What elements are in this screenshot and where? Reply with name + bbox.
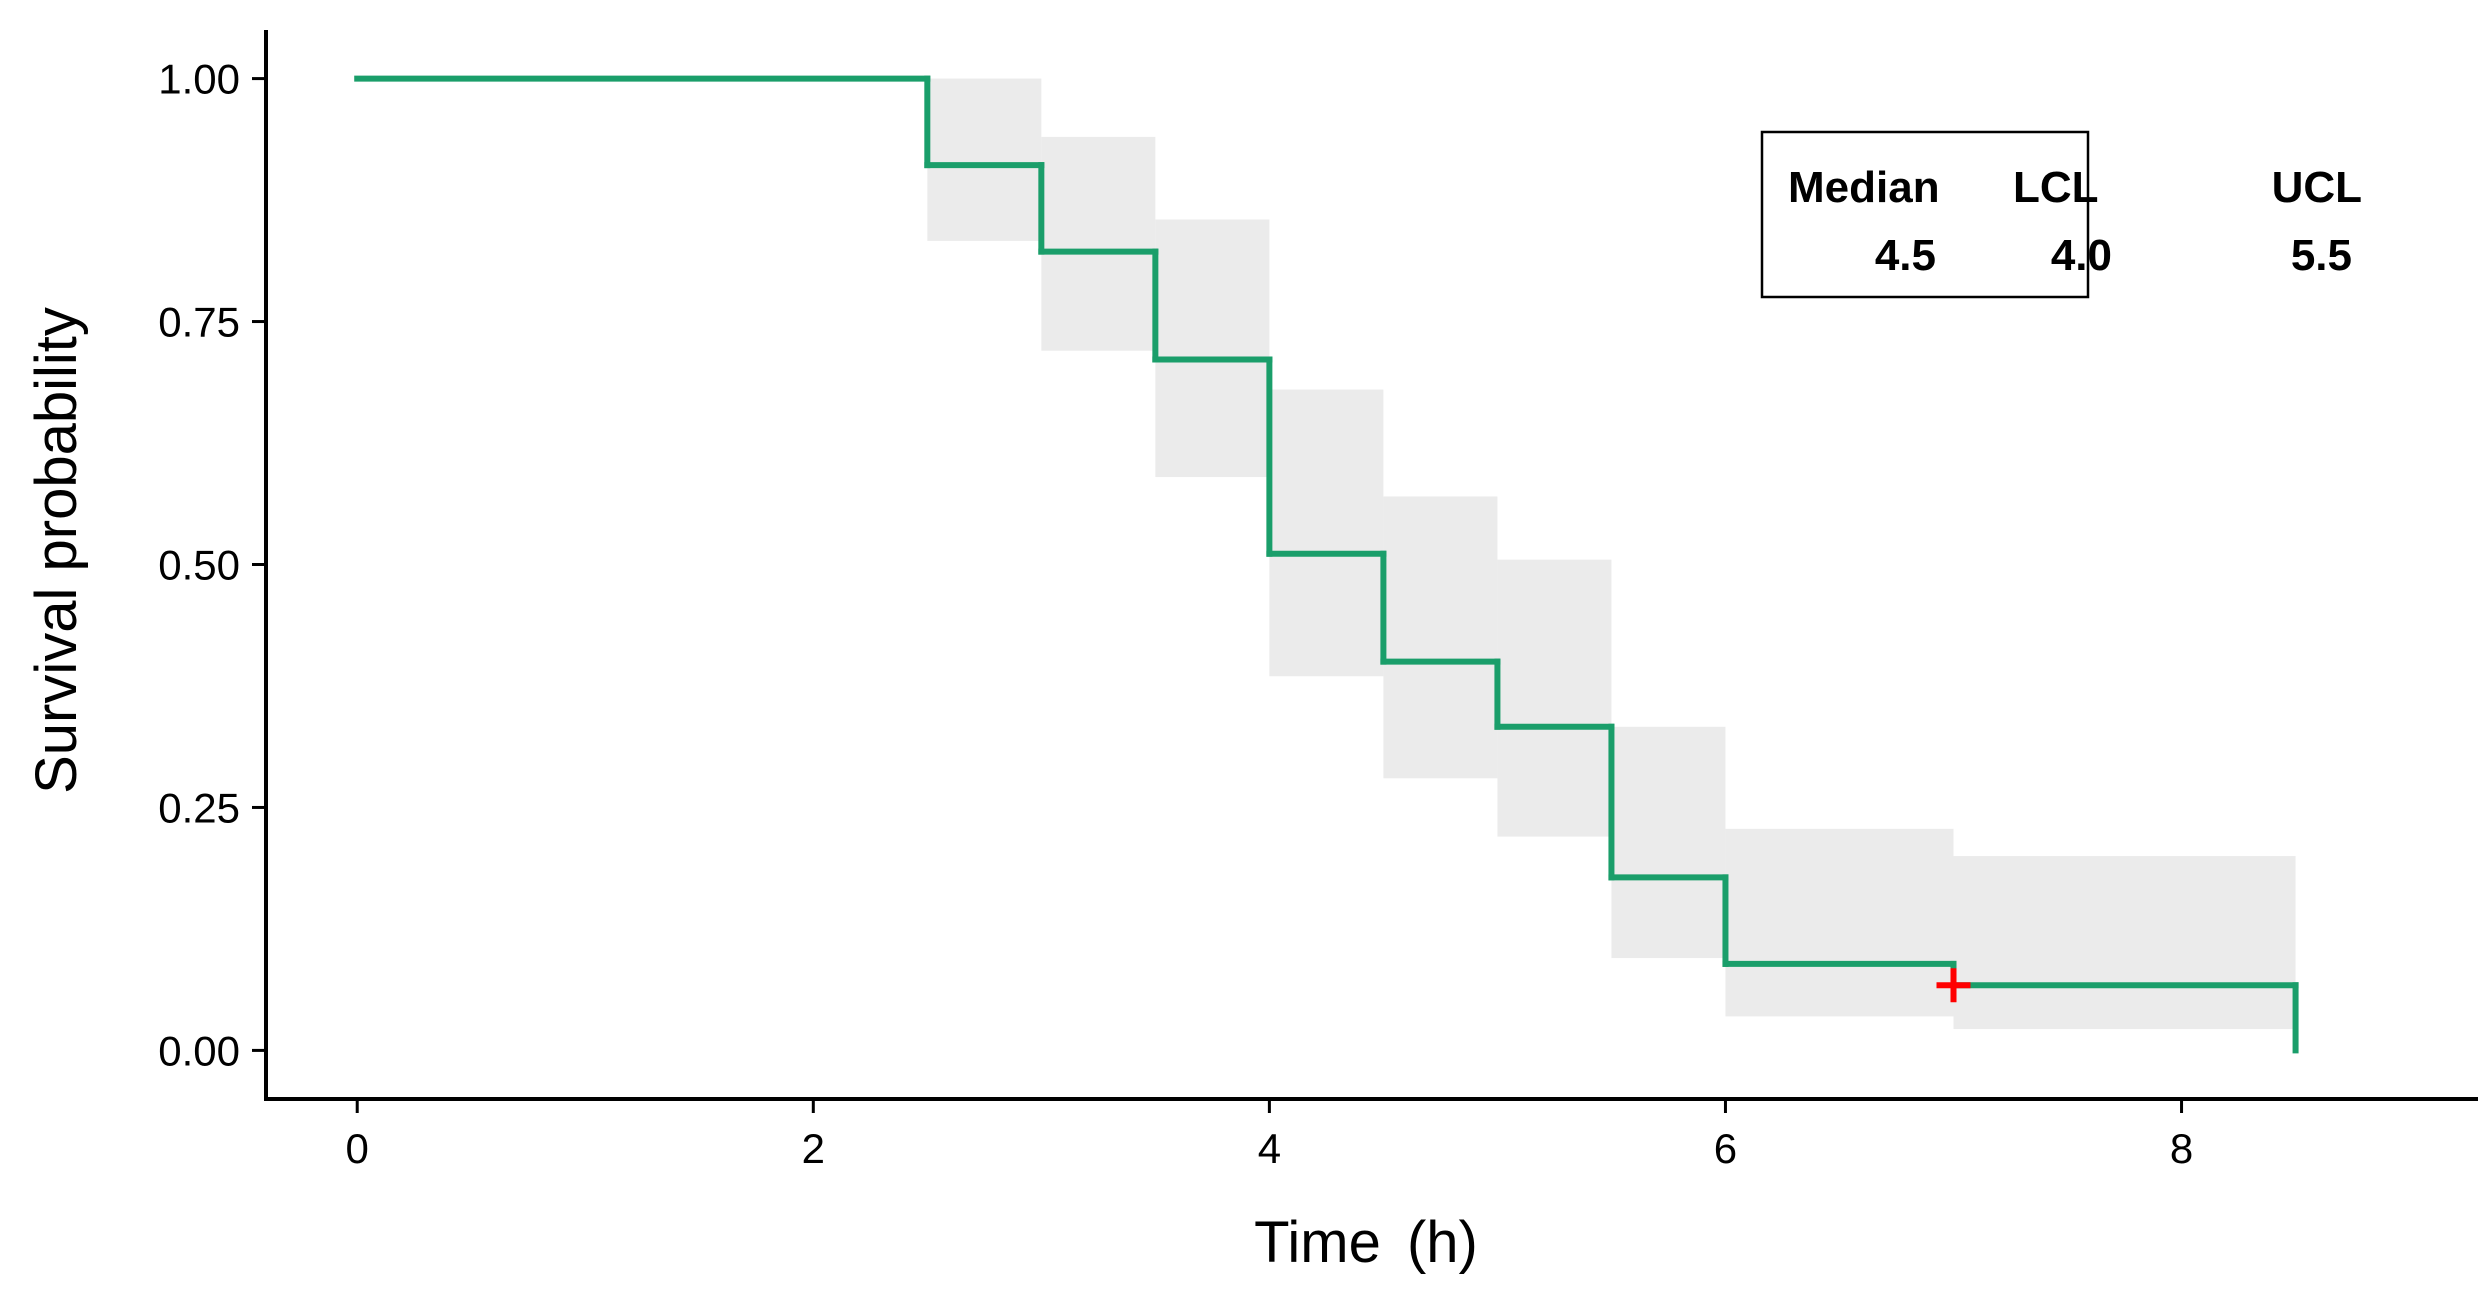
ci-band-4: [1269, 389, 1384, 677]
ci-band-9: [1953, 856, 2296, 1030]
x-tick-label: 4: [1258, 1125, 1281, 1172]
y-tick-label: 0.00: [158, 1027, 240, 1074]
censor-mark-0: [1936, 968, 1971, 1003]
legend-header-ucl: UCL: [2272, 163, 2362, 212]
y-tick-label: 0.25: [158, 784, 240, 831]
legend-value-ucl: 5.5: [2291, 231, 2352, 280]
median-legend-box: Median LCL UCL 4.5 4.0 5.5: [1760, 130, 2362, 299]
ci-band-1: [927, 78, 1042, 241]
ci-band-7: [1611, 726, 1726, 959]
y-tick-label: 1.00: [158, 56, 240, 103]
survival-curve-layer: [354, 75, 2299, 1054]
x-axis-unit-text: (h): [1407, 1210, 1478, 1275]
censor-mark-layer: [1936, 968, 1971, 1003]
ci-band-3: [1155, 219, 1270, 478]
ci-band-6: [1497, 559, 1612, 837]
x-axis-title-text: Time: [1254, 1210, 1381, 1275]
y-tick-label: 0.50: [158, 542, 240, 589]
legend-header-median: Median: [1788, 163, 1940, 212]
x-ticks: 0 2 4 6 8: [346, 1099, 2193, 1172]
legend-value-median: 4.5: [1875, 231, 1936, 280]
legend-border: [1760, 130, 2090, 299]
y-axis-title: Survival probability: [24, 307, 89, 794]
x-tick-label: 2: [802, 1125, 825, 1172]
x-tick-label: 0: [346, 1125, 369, 1172]
y-ticks: 0.00 0.25 0.50 0.75 1.00: [158, 56, 266, 1074]
x-axis-title: Time (h): [1254, 1210, 1478, 1275]
x-tick-label: 6: [1714, 1125, 1737, 1172]
ci-band-5: [1383, 496, 1498, 779]
confidence-band-layer: [927, 78, 2296, 1030]
legend-value-lcl: 4.0: [2051, 231, 2112, 280]
y-tick-label: 0.75: [158, 299, 240, 346]
legend-header-lcl: LCL: [2013, 163, 2099, 212]
x-tick-label: 8: [2170, 1125, 2193, 1172]
ci-band-2: [1041, 136, 1156, 351]
ci-band-8: [1725, 828, 1954, 1017]
